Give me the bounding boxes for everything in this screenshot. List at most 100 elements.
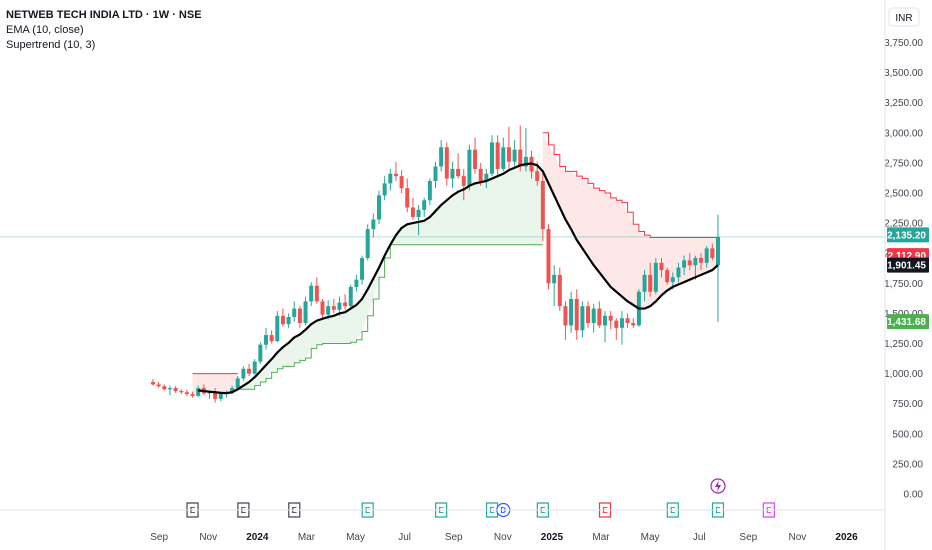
price-tick-label: 1,000.00 xyxy=(884,369,923,380)
ema-path xyxy=(198,162,719,395)
candle xyxy=(184,389,189,396)
candle-body xyxy=(275,315,280,342)
candle xyxy=(642,270,647,302)
candle-body xyxy=(699,258,704,263)
time-tick-label: 2025 xyxy=(541,532,564,543)
candle xyxy=(297,306,302,328)
candle-body xyxy=(693,258,698,266)
candle xyxy=(280,308,285,327)
price-tick-label: 250.00 xyxy=(892,459,923,470)
candle-body xyxy=(716,236,720,266)
candle-body xyxy=(648,274,653,292)
price-tick-label: 750.00 xyxy=(892,399,923,410)
candle xyxy=(586,301,591,328)
candle-body xyxy=(326,306,331,315)
candle-body xyxy=(264,335,268,345)
candle xyxy=(173,386,178,393)
candle-body xyxy=(506,147,511,162)
candle-body xyxy=(687,260,692,266)
candle xyxy=(450,161,455,189)
candle-body xyxy=(665,270,670,283)
candle xyxy=(546,224,551,290)
candle xyxy=(608,310,613,330)
candle xyxy=(365,224,370,261)
candle-body xyxy=(574,298,579,331)
candle-body xyxy=(625,318,630,324)
supertrend-indicator-label[interactable]: Supertrend (10, 3) xyxy=(6,39,96,51)
currency-label: INR xyxy=(895,13,912,24)
candle-body xyxy=(162,386,167,390)
candle-body xyxy=(631,323,636,326)
candle-body xyxy=(303,301,308,324)
candle xyxy=(490,135,494,177)
currency-selector[interactable]: INR xyxy=(888,7,920,27)
price-tick-label: 3,000.00 xyxy=(884,128,923,139)
time-tick-label: Nov xyxy=(494,532,512,543)
candle xyxy=(264,327,268,350)
candle xyxy=(631,318,636,328)
candle-body xyxy=(619,318,624,328)
ema-line xyxy=(198,162,719,395)
candle-body xyxy=(382,183,387,196)
candle-body xyxy=(297,308,302,324)
candle-body xyxy=(269,335,274,342)
time-tick-label: 2026 xyxy=(835,532,858,543)
candle-body xyxy=(410,207,415,218)
time-tick-label: Sep xyxy=(150,532,168,543)
lightning-icon xyxy=(710,478,726,494)
candle-body xyxy=(614,320,619,328)
candle xyxy=(557,267,562,311)
candle xyxy=(501,137,506,172)
candle-body xyxy=(173,388,178,392)
candle-body xyxy=(523,156,528,167)
candle-body xyxy=(331,306,336,310)
price-tick-label: 2,250.00 xyxy=(884,219,923,230)
candle xyxy=(614,318,619,340)
candle-body xyxy=(467,149,472,186)
candle xyxy=(484,168,489,189)
candle xyxy=(653,258,658,295)
candle xyxy=(687,253,692,271)
ema-indicator-label[interactable]: EMA (10, close) xyxy=(6,24,84,36)
candle xyxy=(388,168,393,191)
price-label-text: 1,431.68 xyxy=(887,317,926,328)
candle xyxy=(269,330,274,344)
candle xyxy=(354,274,359,292)
candle-body xyxy=(247,368,252,374)
candle-body xyxy=(292,308,297,318)
candle-body xyxy=(320,301,325,315)
candle xyxy=(258,342,263,364)
candle xyxy=(393,161,398,181)
price-tick-label: 1,750.00 xyxy=(884,279,923,290)
candle-body xyxy=(490,142,494,174)
time-tick-label: Sep xyxy=(739,532,757,543)
candle xyxy=(252,359,257,375)
candle-body xyxy=(546,229,551,284)
price-label-text: 1,901.45 xyxy=(887,261,926,272)
supertrend-down-fill xyxy=(542,132,718,309)
candle xyxy=(665,267,670,285)
candle-body xyxy=(218,394,223,399)
candle-body xyxy=(478,168,483,181)
candle-body xyxy=(603,315,607,326)
candle xyxy=(151,379,155,386)
candle-body xyxy=(388,173,393,184)
candle xyxy=(377,190,381,225)
candle-body xyxy=(167,388,172,390)
symbol-title[interactable]: NETWEB TECH INDIA LTD · 1W · NSE xyxy=(6,9,202,21)
candle-body xyxy=(371,219,376,230)
candle xyxy=(303,296,308,326)
event-markers: EEEEEEDEEEEE xyxy=(186,478,775,518)
candle xyxy=(162,384,167,391)
candle xyxy=(506,126,511,169)
time-axis[interactable]: Sep Nov 2024 Mar May Jul Sep Nov 2025 Mar May Jul Se… xyxy=(150,532,858,543)
supertrend-lines xyxy=(192,132,718,390)
time-tick-label: 2024 xyxy=(246,532,269,543)
supertrend-up-fill xyxy=(237,163,543,390)
candle-body xyxy=(608,315,613,321)
candle-body xyxy=(540,180,545,230)
candle xyxy=(456,153,461,179)
supertrend-low-badge: 1,431.68 xyxy=(887,314,929,330)
candle xyxy=(619,310,624,345)
